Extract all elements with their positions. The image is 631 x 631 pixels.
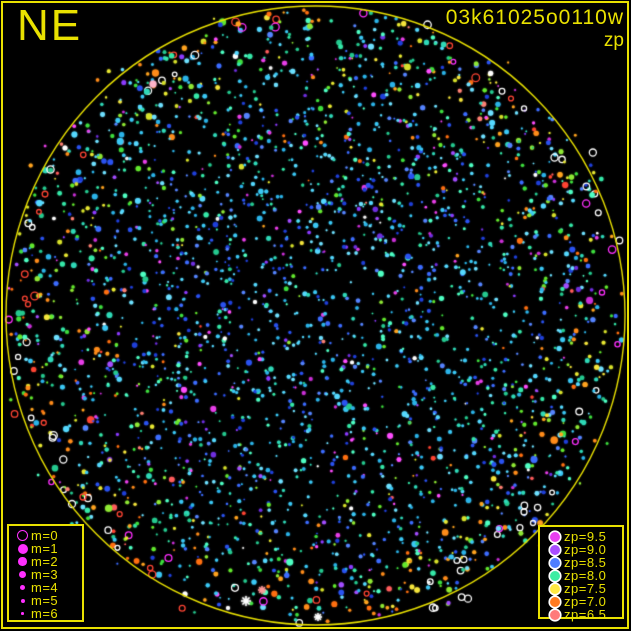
colorbar-label: zp bbox=[603, 30, 624, 52]
legend-label: m=4 bbox=[31, 580, 59, 595]
exposure-title: 03k61025o0110w bbox=[445, 6, 624, 29]
legend-marker-icon bbox=[549, 544, 560, 555]
legend-label: zp=7.0 bbox=[564, 594, 607, 609]
legend-marker-cell bbox=[14, 571, 31, 578]
legend-row: m=2 bbox=[14, 554, 77, 569]
legend-marker-cell bbox=[14, 557, 31, 566]
legend-marker-icon bbox=[549, 570, 560, 581]
legend-marker-cell bbox=[545, 583, 564, 594]
legend-marker-icon bbox=[20, 598, 25, 603]
legend-row: m=3 bbox=[14, 567, 77, 582]
legend-row: zp=9.0 bbox=[545, 542, 617, 557]
legend-row: zp=8.0 bbox=[545, 568, 617, 583]
legend-label: m=0 bbox=[31, 528, 59, 543]
legend-label: zp=8.5 bbox=[564, 555, 607, 570]
legend-row: zp=6.5 bbox=[545, 607, 617, 622]
legend-marker-cell bbox=[14, 598, 31, 603]
legend-marker-icon bbox=[17, 530, 28, 541]
legend-marker-icon bbox=[21, 612, 24, 615]
legend-label: m=5 bbox=[31, 593, 59, 608]
legend-row: m=1 bbox=[14, 541, 77, 556]
legend-row: zp=9.5 bbox=[545, 529, 617, 544]
legend-marker-cell bbox=[545, 570, 564, 581]
legend-label: zp=8.0 bbox=[564, 568, 607, 583]
legend-row: m=4 bbox=[14, 580, 77, 595]
legend-marker-cell bbox=[545, 557, 564, 568]
legend-marker-icon bbox=[549, 583, 560, 594]
legend-marker-cell bbox=[14, 543, 31, 554]
legend-marker-cell bbox=[14, 530, 31, 541]
legend-label: m=2 bbox=[31, 554, 59, 569]
legend-marker-icon bbox=[19, 584, 26, 591]
title-block: 03k61025o0110w zp bbox=[445, 6, 624, 52]
magnitude-legend: m=0 m=1 m=2 m=3 m=4 m=5 m=6 bbox=[7, 524, 84, 622]
legend-row: zp=7.5 bbox=[545, 581, 617, 596]
legend-marker-cell bbox=[14, 612, 31, 615]
legend-row: m=0 bbox=[14, 528, 77, 543]
legend-label: zp=9.0 bbox=[564, 542, 607, 557]
legend-marker-icon bbox=[549, 596, 560, 607]
legend-marker-icon bbox=[549, 609, 560, 620]
legend-label: m=3 bbox=[31, 567, 59, 582]
legend-row: m=5 bbox=[14, 593, 77, 608]
legend-label: zp=9.5 bbox=[564, 529, 607, 544]
legend-marker-cell bbox=[545, 596, 564, 607]
legend-marker-icon bbox=[549, 557, 560, 568]
zeropoint-legend: zp=9.5 zp=9.0 zp=8.5 zp=8.0 zp=7.5 zp=7.0 zp=6… bbox=[538, 525, 624, 622]
legend-marker-icon bbox=[19, 571, 26, 578]
legend-row: zp=8.5 bbox=[545, 555, 617, 570]
legend-row: m=6 bbox=[14, 606, 77, 621]
legend-label: zp=6.5 bbox=[564, 607, 607, 622]
legend-label: m=6 bbox=[31, 606, 59, 621]
legend-row: zp=7.0 bbox=[545, 594, 617, 609]
legend-marker-cell bbox=[545, 531, 564, 542]
legend-marker-icon bbox=[549, 531, 560, 542]
legend-marker-cell bbox=[545, 544, 564, 555]
legend-marker-icon bbox=[17, 543, 28, 554]
legend-marker-icon bbox=[18, 557, 27, 566]
legend-marker-cell bbox=[545, 609, 564, 620]
orientation-label: NE bbox=[17, 1, 83, 50]
legend-label: zp=7.5 bbox=[564, 581, 607, 596]
legend-marker-cell bbox=[14, 584, 31, 591]
legend-label: m=1 bbox=[31, 541, 59, 556]
